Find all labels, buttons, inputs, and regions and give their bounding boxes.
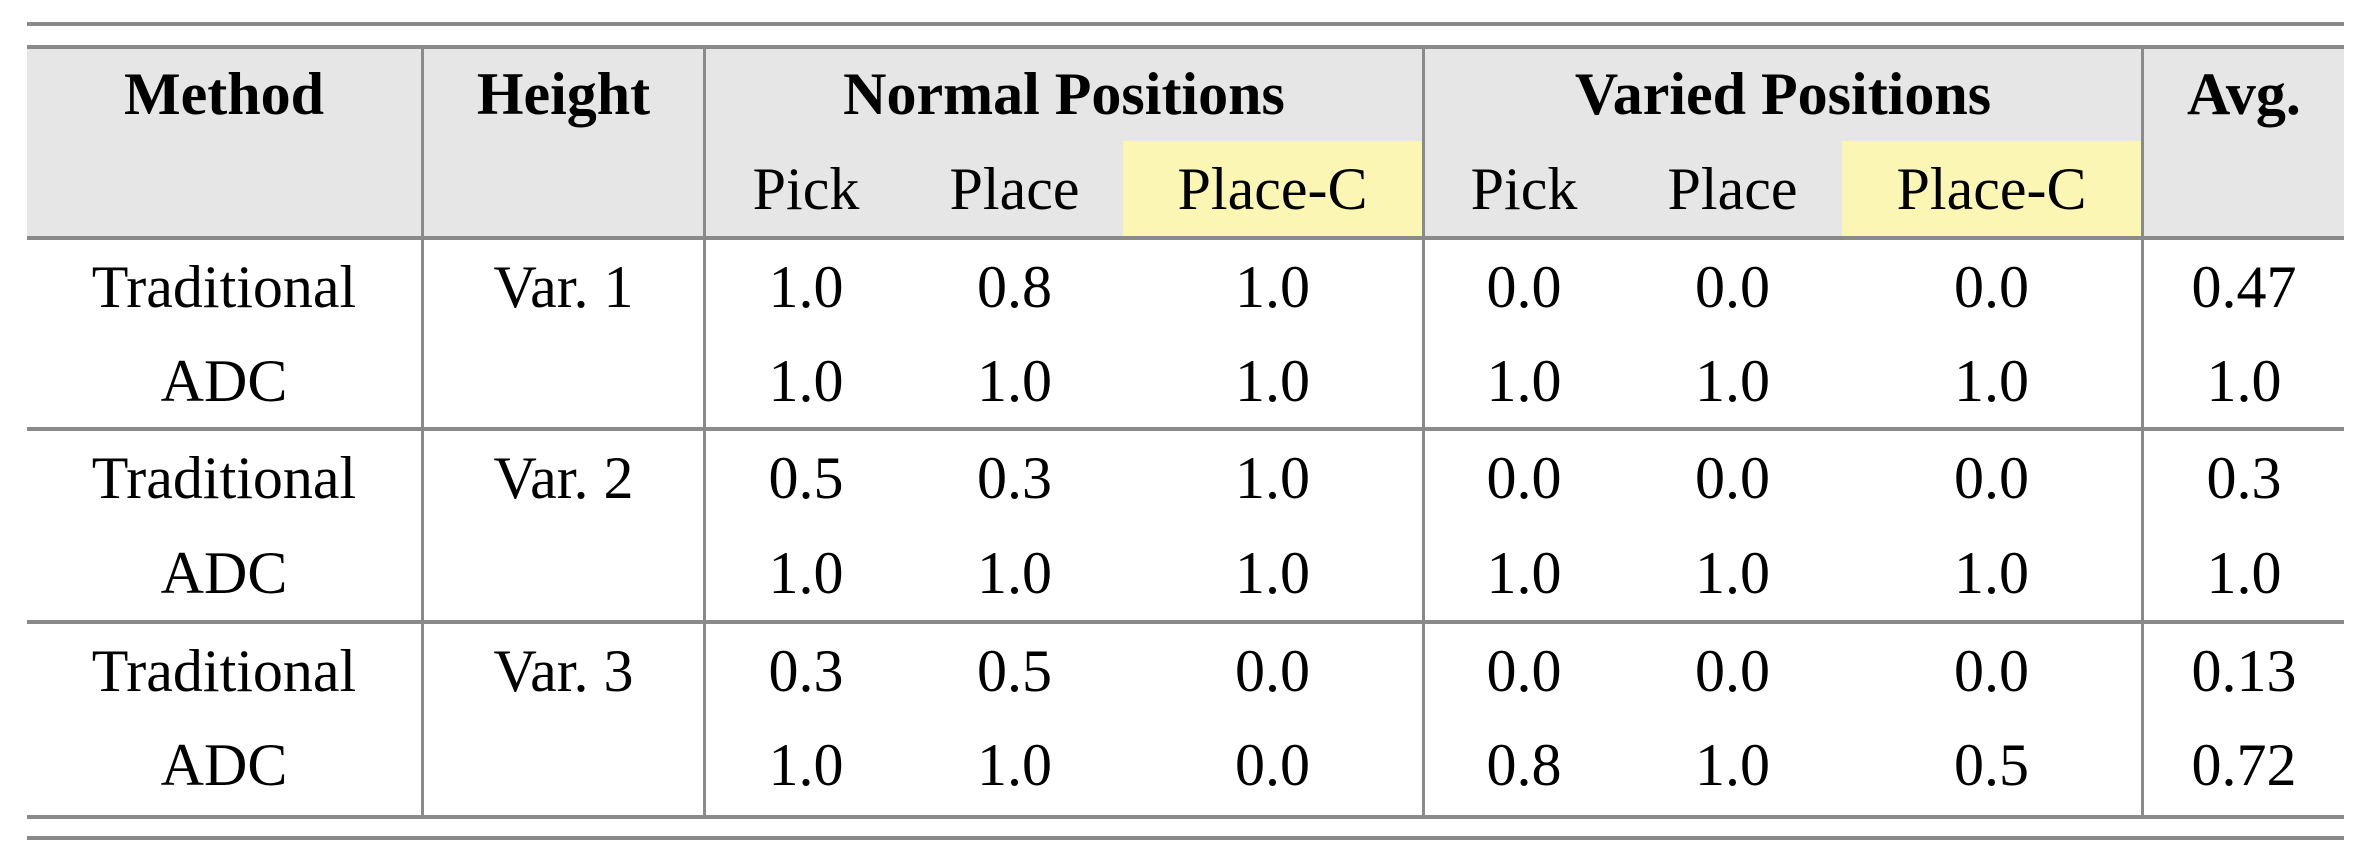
cell-varied-place-c: 0.0 [1954,254,2029,320]
cell-method: Traditional [91,445,357,511]
cell-avg: 0.13 [2191,638,2297,704]
cell-method: Traditional [91,254,357,320]
cell-varied-place-c: 0.5 [1954,732,2029,798]
cell-varied-pick: 1.0 [1486,540,1562,606]
top-rule-2 [27,45,2344,49]
divider [421,46,424,816]
cell-varied-pick: 1.0 [1486,348,1562,414]
subheader-varied-pick: Pick [1470,155,1578,222]
cell-height: Var. 1 [493,254,634,320]
cell-height [424,526,703,620]
cell-height [424,718,703,812]
cell-method: ADC [160,348,288,414]
cell-varied-place-c: 0.0 [1954,445,2029,511]
cell-normal-place: 0.5 [977,638,1052,704]
cell-method: ADC [160,732,288,798]
bottom-rule-2 [27,836,2344,840]
subheader-varied-place-c: Place-C [1896,155,2087,222]
cell-varied-place: 1.0 [1695,348,1770,414]
cell-normal-place-c: 1.0 [1235,540,1310,606]
cell-height: Var. 2 [493,445,634,511]
highlight-normal-place-c [1123,141,1422,238]
cell-normal-pick: 1.0 [768,540,844,606]
cell-normal-place-c: 1.0 [1235,254,1310,320]
cell-varied-place-c: 0.0 [1954,638,2029,704]
cell-varied-pick: 0.0 [1486,638,1562,704]
cell-varied-pick: 0.0 [1486,254,1562,320]
cell-normal-place-c: 0.0 [1235,732,1310,798]
group-rule-2 [27,620,2344,624]
group-rule-1 [27,427,2344,431]
cell-normal-place: 0.8 [977,254,1052,320]
cell-normal-place-c: 1.0 [1235,445,1310,511]
subheader-normal-pick: Pick [752,155,860,222]
cell-varied-place: 0.0 [1695,445,1770,511]
cell-normal-place: 1.0 [977,540,1052,606]
cell-method: Traditional [91,638,357,704]
divider [2141,46,2144,816]
header-rule [27,236,2344,240]
cell-normal-pick: 1.0 [768,348,844,414]
cell-varied-place-c: 1.0 [1954,348,2029,414]
cell-avg: 0.72 [2191,732,2297,798]
cell-normal-place: 1.0 [977,732,1052,798]
header-avg: Avg. [2187,60,2301,127]
cell-varied-place: 1.0 [1695,732,1770,798]
subheader-normal-place: Place [949,155,1080,222]
subheader-varied-place: Place [1667,155,1798,222]
cell-varied-place: 0.0 [1695,254,1770,320]
divider [703,46,706,816]
cell-avg: 0.47 [2191,254,2297,320]
cell-avg: 1.0 [2206,540,2282,606]
cell-normal-place: 0.3 [977,445,1052,511]
cell-normal-pick: 0.3 [768,638,844,704]
cell-varied-pick: 0.0 [1486,445,1562,511]
cell-normal-place-c: 1.0 [1235,348,1310,414]
cell-avg: 1.0 [2206,348,2282,414]
cell-varied-place-c: 1.0 [1954,540,2029,606]
cell-normal-pick: 1.0 [768,732,844,798]
header-varied-positions: Varied Positions [1574,60,1992,127]
cell-varied-place: 1.0 [1695,540,1770,606]
header-normal-positions: Normal Positions [843,60,1285,127]
cell-normal-pick: 0.5 [768,445,844,511]
divider [1422,46,1425,816]
cell-normal-place: 1.0 [977,348,1052,414]
top-rule [27,22,2344,26]
cell-method: ADC [160,540,288,606]
cell-varied-place: 0.0 [1695,638,1770,704]
header-method: Method [124,60,324,127]
cell-height: Var. 3 [493,638,634,704]
header-height: Height [476,60,651,127]
bottom-rule [27,815,2344,819]
highlight-varied-place-c [1842,141,2141,238]
cell-normal-pick: 1.0 [768,254,844,320]
subheader-normal-place-c: Place-C [1177,155,1368,222]
cell-avg: 0.3 [2206,445,2282,511]
cell-normal-place-c: 0.0 [1235,638,1310,704]
cell-height [424,334,703,428]
cell-varied-pick: 0.8 [1486,732,1562,798]
